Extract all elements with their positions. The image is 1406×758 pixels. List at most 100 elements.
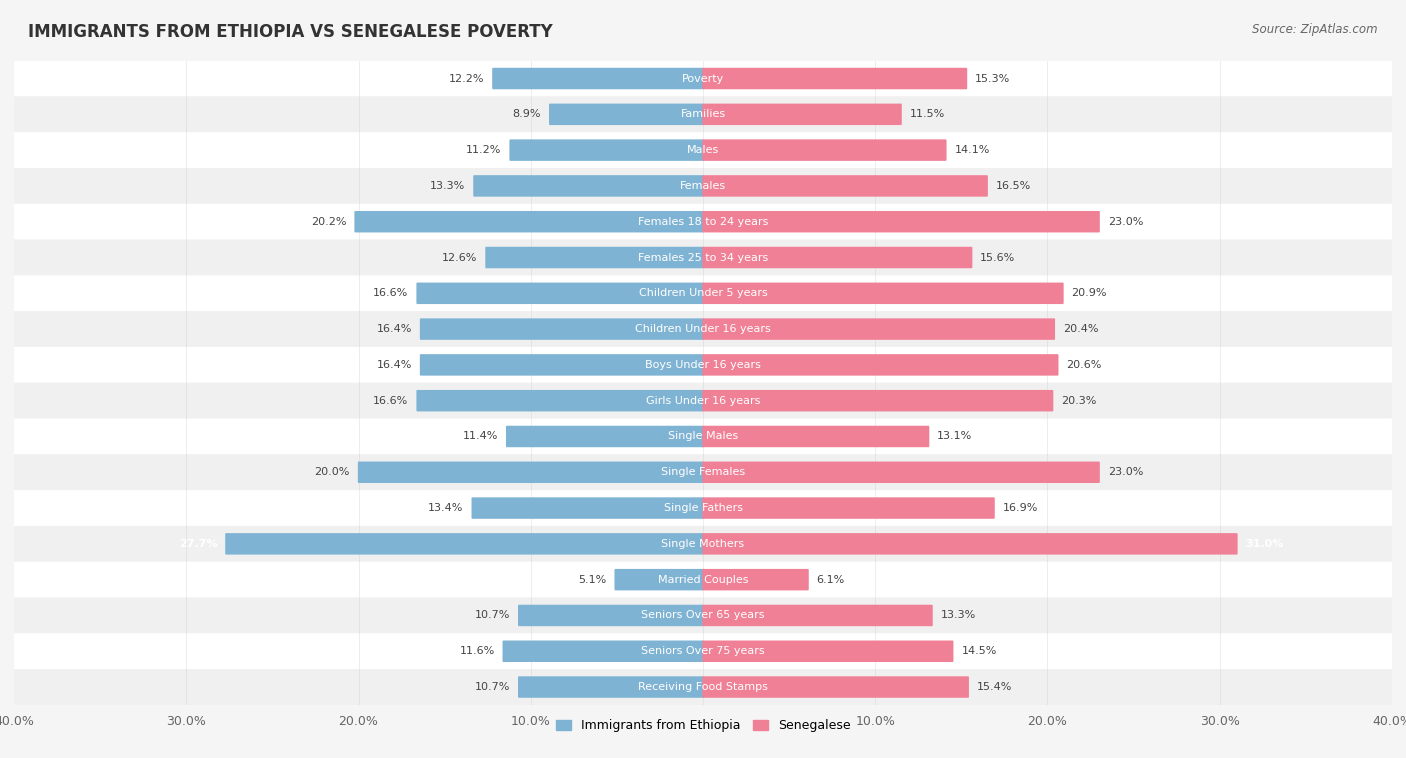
Text: Single Females: Single Females	[661, 467, 745, 478]
Text: 23.0%: 23.0%	[1108, 217, 1143, 227]
FancyBboxPatch shape	[14, 490, 1392, 526]
FancyBboxPatch shape	[14, 132, 1392, 168]
Text: Source: ZipAtlas.com: Source: ZipAtlas.com	[1253, 23, 1378, 36]
Text: Females: Females	[681, 181, 725, 191]
FancyBboxPatch shape	[420, 354, 703, 376]
Text: Receiving Food Stamps: Receiving Food Stamps	[638, 682, 768, 692]
FancyBboxPatch shape	[703, 247, 973, 268]
FancyBboxPatch shape	[14, 204, 1392, 240]
FancyBboxPatch shape	[485, 247, 703, 268]
FancyBboxPatch shape	[703, 283, 1064, 304]
FancyBboxPatch shape	[703, 211, 1099, 233]
Text: Girls Under 16 years: Girls Under 16 years	[645, 396, 761, 406]
Text: Single Males: Single Males	[668, 431, 738, 441]
FancyBboxPatch shape	[703, 104, 901, 125]
Text: 16.5%: 16.5%	[995, 181, 1031, 191]
Text: 27.7%: 27.7%	[179, 539, 218, 549]
FancyBboxPatch shape	[225, 533, 703, 555]
FancyBboxPatch shape	[517, 676, 703, 698]
FancyBboxPatch shape	[14, 562, 1392, 597]
Text: Children Under 16 years: Children Under 16 years	[636, 324, 770, 334]
Text: 6.1%: 6.1%	[817, 575, 845, 584]
Text: 11.6%: 11.6%	[460, 647, 495, 656]
Text: 13.3%: 13.3%	[941, 610, 976, 621]
FancyBboxPatch shape	[703, 318, 1054, 340]
FancyBboxPatch shape	[14, 454, 1392, 490]
Text: 14.5%: 14.5%	[962, 647, 997, 656]
Text: 8.9%: 8.9%	[513, 109, 541, 119]
FancyBboxPatch shape	[14, 96, 1392, 132]
FancyBboxPatch shape	[703, 354, 1059, 376]
FancyBboxPatch shape	[14, 275, 1392, 312]
Text: 31.0%: 31.0%	[1246, 539, 1284, 549]
Text: Married Couples: Married Couples	[658, 575, 748, 584]
FancyBboxPatch shape	[703, 497, 995, 518]
Text: 15.6%: 15.6%	[980, 252, 1015, 262]
Text: Females 18 to 24 years: Females 18 to 24 years	[638, 217, 768, 227]
FancyBboxPatch shape	[359, 462, 703, 483]
Text: 16.4%: 16.4%	[377, 360, 412, 370]
Text: 16.9%: 16.9%	[1002, 503, 1038, 513]
FancyBboxPatch shape	[517, 605, 703, 626]
Text: 20.2%: 20.2%	[311, 217, 346, 227]
Text: Females 25 to 34 years: Females 25 to 34 years	[638, 252, 768, 262]
Text: 11.4%: 11.4%	[463, 431, 498, 441]
FancyBboxPatch shape	[416, 283, 703, 304]
FancyBboxPatch shape	[14, 383, 1392, 418]
FancyBboxPatch shape	[420, 318, 703, 340]
Text: 12.6%: 12.6%	[441, 252, 478, 262]
Text: 20.6%: 20.6%	[1066, 360, 1102, 370]
Legend: Immigrants from Ethiopia, Senegalese: Immigrants from Ethiopia, Senegalese	[551, 714, 855, 738]
FancyBboxPatch shape	[354, 211, 703, 233]
Text: 13.1%: 13.1%	[938, 431, 973, 441]
Text: Families: Families	[681, 109, 725, 119]
FancyBboxPatch shape	[14, 669, 1392, 705]
Text: Single Fathers: Single Fathers	[664, 503, 742, 513]
FancyBboxPatch shape	[703, 175, 988, 196]
Text: Seniors Over 75 years: Seniors Over 75 years	[641, 647, 765, 656]
FancyBboxPatch shape	[474, 175, 703, 196]
Text: 20.3%: 20.3%	[1062, 396, 1097, 406]
FancyBboxPatch shape	[703, 462, 1099, 483]
FancyBboxPatch shape	[14, 240, 1392, 275]
Text: 15.4%: 15.4%	[977, 682, 1012, 692]
FancyBboxPatch shape	[14, 526, 1392, 562]
FancyBboxPatch shape	[14, 312, 1392, 347]
FancyBboxPatch shape	[492, 67, 703, 89]
Text: 10.7%: 10.7%	[475, 610, 510, 621]
FancyBboxPatch shape	[703, 569, 808, 590]
Text: 20.0%: 20.0%	[315, 467, 350, 478]
Text: 14.1%: 14.1%	[955, 145, 990, 155]
Text: 16.6%: 16.6%	[373, 288, 409, 299]
Text: 23.0%: 23.0%	[1108, 467, 1143, 478]
FancyBboxPatch shape	[703, 67, 967, 89]
Text: IMMIGRANTS FROM ETHIOPIA VS SENEGALESE POVERTY: IMMIGRANTS FROM ETHIOPIA VS SENEGALESE P…	[28, 23, 553, 41]
FancyBboxPatch shape	[502, 641, 703, 662]
FancyBboxPatch shape	[703, 641, 953, 662]
Text: Poverty: Poverty	[682, 74, 724, 83]
FancyBboxPatch shape	[509, 139, 703, 161]
Text: 11.5%: 11.5%	[910, 109, 945, 119]
Text: 16.4%: 16.4%	[377, 324, 412, 334]
Text: 15.3%: 15.3%	[976, 74, 1011, 83]
Text: Boys Under 16 years: Boys Under 16 years	[645, 360, 761, 370]
FancyBboxPatch shape	[703, 139, 946, 161]
Text: 13.3%: 13.3%	[430, 181, 465, 191]
FancyBboxPatch shape	[548, 104, 703, 125]
Text: 20.9%: 20.9%	[1071, 288, 1107, 299]
FancyBboxPatch shape	[614, 569, 703, 590]
Text: Single Mothers: Single Mothers	[661, 539, 745, 549]
FancyBboxPatch shape	[14, 347, 1392, 383]
Text: 10.7%: 10.7%	[475, 682, 510, 692]
FancyBboxPatch shape	[14, 634, 1392, 669]
FancyBboxPatch shape	[14, 168, 1392, 204]
FancyBboxPatch shape	[14, 418, 1392, 454]
Text: 13.4%: 13.4%	[429, 503, 464, 513]
FancyBboxPatch shape	[14, 597, 1392, 634]
Text: 5.1%: 5.1%	[578, 575, 606, 584]
FancyBboxPatch shape	[703, 605, 932, 626]
Text: Children Under 5 years: Children Under 5 years	[638, 288, 768, 299]
Text: 20.4%: 20.4%	[1063, 324, 1098, 334]
FancyBboxPatch shape	[703, 426, 929, 447]
FancyBboxPatch shape	[703, 390, 1053, 412]
